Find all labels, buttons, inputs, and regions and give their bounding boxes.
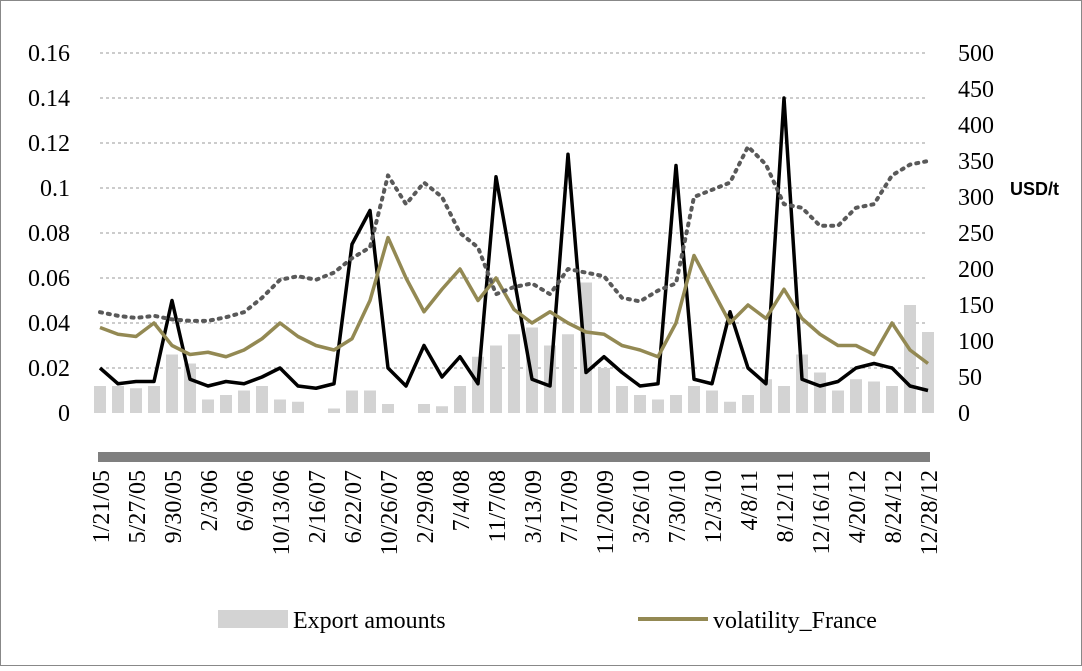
bar (886, 386, 898, 413)
series-line (98, 144, 930, 323)
x-tick-label: 3/26/10 (629, 470, 655, 543)
legend-label: Export amounts (293, 608, 446, 634)
bar (724, 401, 736, 413)
legend-label: volatility_France (713, 608, 877, 634)
y-tick-label: 0 (58, 401, 70, 427)
x-tick-label: 2/16/07 (305, 470, 331, 543)
bar (490, 345, 502, 413)
bar (130, 388, 142, 413)
x-tick-label: 12/28/12 (917, 470, 943, 555)
x-tick-label: 6/9/06 (233, 470, 259, 531)
bar (202, 399, 214, 413)
x-tick-label: 7/30/10 (665, 470, 691, 543)
x-tick-label: 3/13/09 (521, 470, 547, 543)
bar (436, 406, 448, 413)
legend-swatch (218, 610, 288, 628)
bar (598, 368, 610, 413)
x-tick-label: 2/29/08 (413, 470, 439, 543)
bar (850, 379, 862, 413)
bar (382, 404, 394, 413)
x-tick-label: 8/12/11 (773, 470, 799, 542)
y2-tick-label: 0 (958, 401, 970, 427)
bar (616, 386, 628, 413)
bar (454, 386, 466, 413)
y-tick-label: 0.1 (40, 176, 70, 202)
y2-tick-label: 400 (958, 113, 994, 139)
bar (904, 305, 916, 413)
x-axis-band (98, 452, 930, 462)
y-tick-label: 0.08 (28, 221, 70, 247)
bar (256, 386, 268, 413)
y-tick-label: 0.06 (28, 266, 70, 292)
x-tick-label: 1/21/05 (89, 470, 115, 543)
x-tick-label: 10/26/07 (377, 470, 403, 555)
y2-tick-label: 300 (958, 185, 994, 211)
bar (922, 332, 934, 413)
bar (652, 399, 664, 413)
bar (562, 334, 574, 413)
bar (112, 386, 124, 413)
bar (346, 390, 358, 413)
x-tick-label: 12/3/10 (701, 470, 727, 543)
y2-tick-label: 150 (958, 293, 994, 319)
x-tick-label: 7/4/08 (449, 470, 475, 531)
x-tick-label: 4/8/11 (737, 470, 763, 530)
y2-tick-label: 50 (958, 365, 982, 391)
x-tick-label: 12/16/11 (809, 470, 835, 554)
series-line (99, 235, 930, 365)
bar (742, 395, 754, 413)
bar (508, 334, 520, 413)
y-tick-label: 0.04 (28, 311, 70, 337)
y-tick-label: 0.14 (28, 86, 70, 112)
x-tick-label: 5/27/05 (125, 470, 151, 543)
bar (292, 401, 304, 413)
bar (418, 404, 430, 413)
y2-tick-label: 350 (958, 149, 994, 175)
x-tick-label: 2/3/06 (197, 470, 223, 531)
x-tick-label: 4/20/12 (845, 470, 871, 543)
x-tick-label: 10/13/06 (269, 470, 295, 555)
y-tick-label: 0.16 (28, 41, 70, 67)
y2-tick-label: 100 (958, 329, 994, 355)
x-tick-label: 6/22/07 (341, 470, 367, 543)
y2-tick-label: 250 (958, 221, 994, 247)
bar (364, 390, 376, 413)
bar (274, 399, 286, 413)
bar (166, 354, 178, 413)
y2-tick-label: 200 (958, 257, 994, 283)
bar (220, 395, 232, 413)
bar (184, 363, 196, 413)
x-tick-label: 9/30/05 (161, 470, 187, 543)
x-tick-label: 8/24/12 (881, 470, 907, 543)
x-tick-label: 11/20/09 (593, 470, 619, 554)
y-tick-label: 0.02 (28, 356, 70, 382)
series-line (98, 96, 929, 393)
bar (706, 390, 718, 413)
y2-axis-label: USD/t (1010, 179, 1059, 199)
y2-tick-label: 500 (958, 41, 994, 67)
bar (868, 381, 880, 413)
bar (634, 395, 646, 413)
bar (760, 379, 772, 413)
y-tick-label: 0.12 (28, 131, 70, 157)
bar (814, 372, 826, 413)
bar (688, 386, 700, 413)
bar (148, 386, 160, 413)
x-tick-label: 11/7/08 (485, 470, 511, 542)
bar (670, 395, 682, 413)
bar (778, 386, 790, 413)
bar (796, 354, 808, 413)
bar (238, 390, 250, 413)
bar (832, 390, 844, 413)
bar (328, 408, 340, 413)
x-tick-label: 7/17/09 (557, 470, 583, 543)
y2-tick-label: 450 (958, 77, 994, 103)
bar (94, 386, 106, 413)
